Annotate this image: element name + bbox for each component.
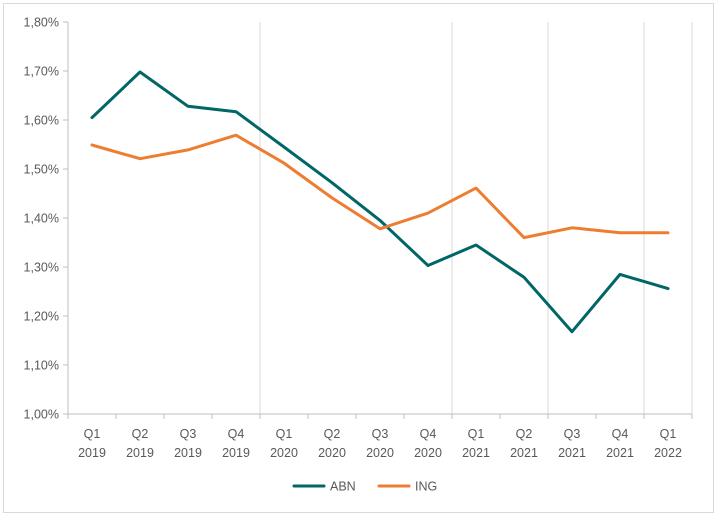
x-tick-labels: Q1 2019 Q2 2019 Q3 2019 Q4 2019 Q1 2020 Q2 2020 Q3 20… [78,427,682,460]
x-tick-label-year: 2021 [510,446,538,460]
y-tick-label: 1,70% [24,65,59,79]
x-tick-label-year: 2021 [606,446,634,460]
axes [63,21,693,419]
x-tick-label-quarter: Q2 [324,427,341,441]
x-tick-label-quarter: Q1 [84,427,101,441]
y-tick-label: 1,80% [24,16,59,30]
x-tick-label-quarter: Q3 [564,427,581,441]
gridlines [259,22,693,414]
x-tick-label-year: 2020 [414,446,442,460]
series-lines [90,70,670,334]
x-tick-label-quarter: Q2 [132,427,149,441]
legend: ABN ING [292,480,437,494]
chart-container: 1,00% 1,10% 1,20% 1,30% 1,40% 1,50% 1,60% 1,70%… [3,3,714,513]
x-tick-label-quarter: Q3 [372,427,389,441]
y-tick-label: 1,20% [24,310,59,324]
x-tick-label-quarter: Q3 [180,427,197,441]
y-tick-label: 1,60% [24,114,59,128]
line-chart: 1,00% 1,10% 1,20% 1,30% 1,40% 1,50% 1,60% 1,70%… [24,16,693,494]
y-tick-label: 1,00% [24,408,59,422]
x-tick-label-year: 2022 [654,446,682,460]
legend-label-abn: ABN [330,480,356,494]
x-tick-label-year: 2020 [366,446,394,460]
series-line-ing [90,133,670,240]
legend-label-ing: ING [415,480,437,494]
y-tick-label: 1,50% [24,163,59,177]
y-tick-label: 1,10% [24,359,59,373]
x-tick-label-quarter: Q1 [276,427,293,441]
x-tick-label-quarter: Q4 [228,427,245,441]
x-tick-label-year: 2019 [126,446,154,460]
y-tick-labels: 1,00% 1,10% 1,20% 1,30% 1,40% 1,50% 1,60% 1,70%… [24,16,59,422]
series-line-abn [90,70,670,334]
x-tick-label-quarter: Q1 [468,427,485,441]
y-tick-label: 1,30% [24,261,59,275]
x-tick-label-year: 2020 [270,446,298,460]
x-tick-label-quarter: Q4 [612,427,629,441]
x-tick-label-quarter: Q1 [660,427,677,441]
x-tick-label-quarter: Q2 [516,427,533,441]
x-tick-label-year: 2019 [174,446,202,460]
x-tick-label-year: 2019 [222,446,250,460]
x-tick-label-year: 2021 [558,446,586,460]
x-tick-label-year: 2019 [78,446,106,460]
y-tick-label: 1,40% [24,212,59,226]
x-tick-label-quarter: Q4 [420,427,437,441]
x-tick-label-year: 2021 [462,446,490,460]
x-tick-label-year: 2020 [318,446,346,460]
